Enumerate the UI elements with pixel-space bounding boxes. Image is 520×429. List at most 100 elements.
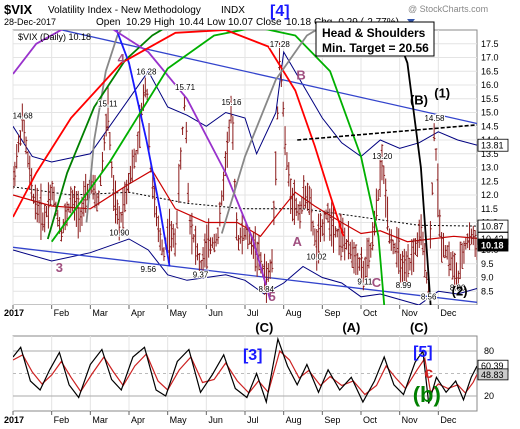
x-tick-label-bottom: Jul: [247, 415, 259, 425]
cycle-arc-blue: [115, 30, 171, 267]
cycle-arc-gray: [85, 30, 123, 223]
x-tick-label-bottom: Aug: [286, 415, 302, 425]
low-value: 10.07: [228, 17, 253, 28]
x-tick-label: Jul: [247, 308, 259, 318]
price-x-axis: 2017 Feb Mar Apr May Jun Jul Aug Sep Oct Nov Dec (C)…: [0, 305, 520, 336]
y-tick-label: 15.5: [481, 94, 499, 104]
wave-label: (1): [434, 85, 450, 100]
price-value-label: 15.11: [98, 99, 118, 108]
y-tick-label: 16.0: [481, 80, 499, 90]
y-tick-label: 17.5: [481, 39, 499, 49]
head-shoulders-box: Head & Shoulders Min. Target = 20.56: [315, 21, 435, 57]
x-tick-label: Jun: [208, 308, 223, 318]
y-tick-label: 14.5: [481, 121, 499, 131]
x-tick-label-bottom: Oct: [363, 415, 378, 425]
header-date: 28-Dec-2017: [4, 17, 56, 27]
x-axis-strip: [0, 305, 520, 336]
x-tick-label-bottom: Sep: [324, 415, 340, 425]
axis-value-badge: [477, 238, 509, 252]
cycle-arc-darkgreen: [46, 30, 164, 240]
x-tick-label: May: [170, 308, 188, 318]
oscillator-wave-label: [3]: [243, 347, 263, 364]
x-tick-label-bottom: Jun: [208, 415, 223, 425]
x-tick-label-bottom: Mar: [92, 415, 108, 425]
wave-label: C: [372, 275, 382, 290]
price-value-label: 9.37: [193, 270, 209, 279]
price-value-label: 9.56: [141, 265, 157, 274]
axis-value-badge-text: 13.81: [481, 141, 504, 151]
moving-average-dotted-line: [13, 186, 477, 227]
wave-label-top: (C): [255, 320, 273, 335]
price-value-label: 8.99: [396, 281, 412, 290]
y-tick-label: 17.0: [481, 53, 499, 63]
price-value-label: 10.02: [307, 252, 328, 261]
oscillator-wave-label: c: [424, 365, 433, 382]
oscillator-wave-label: (b): [413, 382, 441, 407]
wave-label: 3: [56, 260, 63, 275]
annotation-line-1: Head & Shoulders: [322, 26, 426, 40]
wave-label: B: [296, 68, 305, 83]
price-value-label: 17.28: [270, 40, 291, 49]
neckline: [297, 124, 477, 141]
wave-label-top: (C): [410, 320, 428, 335]
oscillator-fast-line: [13, 336, 477, 405]
oscillator-x-axis: 2017 Feb Mar Apr May Jun Jul Aug Sep Oct Nov Dec: [4, 411, 457, 425]
x-tick-label: Oct: [363, 308, 378, 318]
x-tick-label-bottom: 2017: [4, 415, 24, 425]
high-label: High: [154, 17, 175, 28]
y-tick-label: 16.5: [481, 66, 499, 76]
osc-value-badge: [477, 368, 509, 381]
x-tick-label-bottom: Nov: [402, 415, 419, 425]
high-value: 10.44: [179, 17, 204, 28]
y-tick-label: 13.0: [481, 163, 499, 173]
price-value-label: 15.71: [175, 83, 196, 92]
cycle-arc-gray: [220, 30, 318, 234]
wave-label-top: (A): [342, 320, 360, 335]
axis-value-badge-text: 10.87: [481, 222, 504, 232]
symbol-title: $VIX: [4, 2, 33, 17]
wave-label: (B): [410, 92, 428, 107]
x-tick-label: Feb: [54, 308, 70, 318]
annotation-line-2: Min. Target = 20.56: [322, 41, 429, 55]
oscillator-gridlines: [12, 336, 477, 411]
osc-value-badge-text: 48.83: [481, 370, 504, 380]
upper-trendline: [58, 30, 477, 125]
x-tick-label-bottom: Dec: [440, 415, 457, 425]
y-tick-label: 9.5: [481, 259, 494, 269]
y-tick-label: 11.5: [481, 204, 498, 214]
y-tick-label: 9.0: [481, 273, 494, 283]
x-tick-label-bottom: Feb: [54, 415, 70, 425]
x-tick-label: 2017: [4, 308, 24, 318]
price-plot-area: [13, 30, 477, 305]
price-value-label: 9.11: [357, 277, 373, 286]
index-name: Volatility Index - New Methodology: [48, 5, 201, 16]
wave-label: [4]: [270, 3, 290, 20]
price-panel: 14.6815.1116.2815.7115.1617.2813.2014.58…: [12, 3, 509, 306]
oscillator-wave-label: [5]: [413, 344, 433, 361]
low-label: Low: [207, 17, 226, 28]
osc-y-tick-label: 80: [484, 346, 494, 356]
x-tick-label-bottom: May: [170, 415, 188, 425]
price-value-label: 14.58: [424, 114, 445, 123]
price-value-label: 10.90: [109, 228, 130, 237]
annotation-box-frame: [315, 21, 435, 57]
x-tick-label-bottom: Apr: [131, 415, 145, 425]
wave-label: A: [293, 234, 303, 249]
x-tick-label: Dec: [440, 308, 457, 318]
cycle-arc-purple: [13, 30, 271, 300]
close-label: Close: [256, 17, 282, 28]
axis-value-badge-text: 10.18: [481, 241, 504, 251]
price-value-label: 16.28: [136, 67, 157, 76]
exchange-label: INDX: [221, 5, 245, 16]
price-value-label: 14.68: [13, 111, 34, 120]
wave-label: 4: [118, 51, 126, 66]
x-tick-label: Aug: [286, 308, 302, 318]
price-value-label: 8.90: [450, 283, 466, 292]
cycle-arc-green: [50, 30, 386, 305]
close-value: 10.18: [286, 17, 311, 28]
price-value-label: 8.56: [421, 293, 437, 302]
oscillator-slow-line: [13, 349, 477, 396]
price-value-label: 13.20: [372, 152, 393, 161]
